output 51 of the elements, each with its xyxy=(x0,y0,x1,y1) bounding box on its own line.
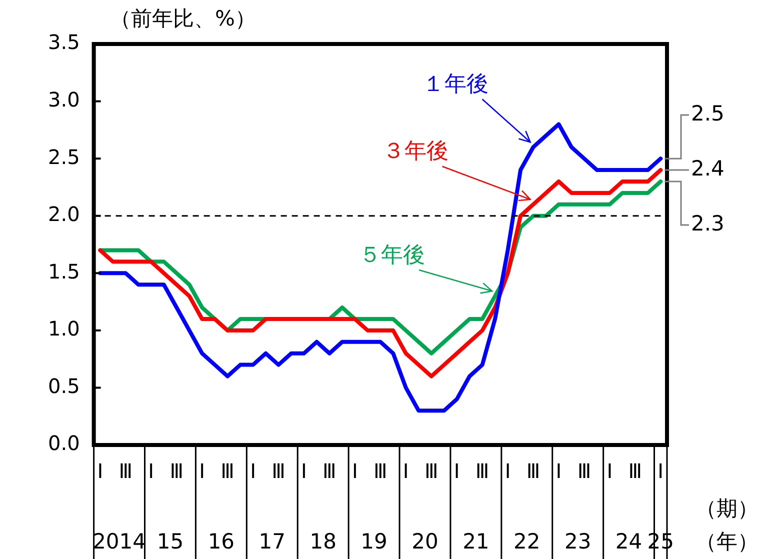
x-tick-label: Ⅲ xyxy=(170,459,184,484)
y-tick-label: 2.5 xyxy=(48,144,80,169)
text: １年後 xyxy=(422,72,488,97)
x-tick-label: Ⅰ xyxy=(148,459,154,484)
data-label: 2.3 xyxy=(691,211,724,236)
x-tick-label: Ⅰ xyxy=(301,459,307,484)
x-tick-label: Ⅲ xyxy=(424,459,438,484)
y-tick-label: 0.0 xyxy=(48,431,80,456)
x-tick-label: Ⅲ xyxy=(322,459,336,484)
x-tick-label: Ⅰ xyxy=(250,459,256,484)
x-tick-label: Ⅲ xyxy=(220,459,234,484)
x-tick-label: Ⅰ xyxy=(658,459,664,484)
x-tick-label: Ⅲ xyxy=(475,459,490,484)
y-tick-label: 3.0 xyxy=(48,87,80,112)
x-tick-label: Ⅰ xyxy=(556,459,562,484)
text: 21 xyxy=(462,529,490,554)
text: 16 xyxy=(208,529,235,554)
series-label: ５年後 xyxy=(359,242,426,268)
text: 2014 xyxy=(92,529,146,554)
text: 20 xyxy=(412,529,438,554)
x-tick-label: Ⅰ xyxy=(606,459,613,484)
x-axis-title: （期） xyxy=(696,496,758,520)
text: 22 xyxy=(514,529,540,554)
y-tick-label: 3.5 xyxy=(48,30,80,54)
x-tick-label: Ⅰ xyxy=(97,459,104,484)
data-label: 2.5 xyxy=(691,101,724,126)
x-tick-label: Ⅰ xyxy=(402,459,409,484)
x-tick-label: Ⅰ xyxy=(454,459,460,484)
x-tick-label: Ⅰ xyxy=(352,459,358,484)
y-tick-label: 2.0 xyxy=(48,202,80,226)
x-tick-label: Ⅰ xyxy=(199,459,206,484)
text: （年） xyxy=(696,529,758,554)
x-tick-label: Ⅲ xyxy=(118,459,133,484)
data-label: 2.4 xyxy=(691,156,724,180)
text: 18 xyxy=(310,529,336,554)
text: 24 xyxy=(615,529,642,554)
text: 15 xyxy=(156,529,184,554)
x-tick-label: Ⅲ xyxy=(577,459,592,484)
y-tick-label: 0.5 xyxy=(48,374,80,398)
text: 17 xyxy=(258,529,286,554)
x-tick-label: Ⅲ xyxy=(272,459,286,484)
y-tick-label: 1.0 xyxy=(48,316,80,341)
text: 19 xyxy=(360,529,388,554)
x-tick-label: Ⅲ xyxy=(526,459,540,484)
x-tick-label: Ⅰ xyxy=(504,459,511,484)
y-tick-label: 1.5 xyxy=(48,259,80,284)
text: ３年後 xyxy=(382,139,448,164)
x-tick-label: Ⅲ xyxy=(374,459,388,484)
text: 23 xyxy=(564,529,592,554)
y-axis-title: （前年比、%） xyxy=(110,6,256,30)
x-tick-label: Ⅲ xyxy=(628,459,642,484)
